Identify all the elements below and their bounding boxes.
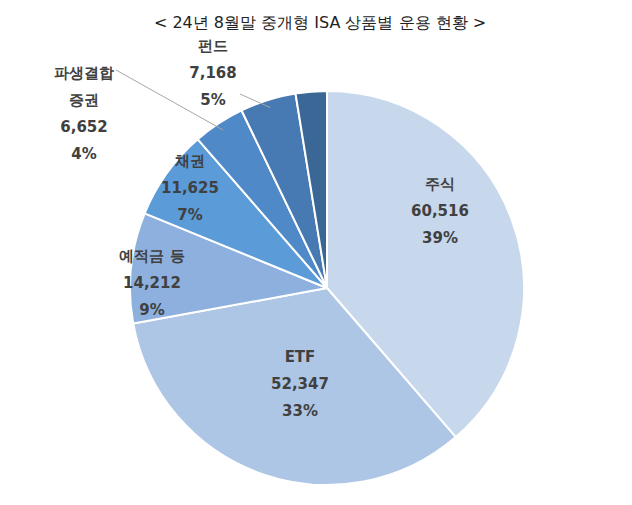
percent-label: 39% <box>422 229 458 247</box>
category-label: 펀드 <box>198 37 228 55</box>
percent-label: 5% <box>200 91 225 109</box>
category-label: 주식 <box>425 175 455 193</box>
percent-label: 7% <box>177 206 202 224</box>
percent-label: 4% <box>71 145 96 163</box>
value-label: 6,652 <box>60 118 107 136</box>
value-label: 7,168 <box>189 64 236 82</box>
slices <box>130 91 524 485</box>
category-label: 채권 <box>174 152 205 170</box>
category-label: 예적금 등 <box>119 247 184 265</box>
percent-label: 9% <box>139 301 164 319</box>
pie-slice <box>133 288 456 485</box>
value-label: 14,212 <box>123 274 181 292</box>
title: < 24년 8월말 중개형 ISA 상품별 운용 현황 > <box>154 13 486 32</box>
value-label: 11,625 <box>161 179 219 197</box>
chart-container: < 24년 8월말 중개형 ISA 상품별 운용 현황 > 주식 60,516 39%… <box>0 0 632 505</box>
category-label: 증권 <box>69 91 99 109</box>
percent-label: 33% <box>282 402 318 420</box>
category-label: 파생결합 <box>54 64 114 82</box>
value-label: 52,347 <box>271 375 329 393</box>
pie-slice <box>296 91 327 288</box>
chart-svg: < 24년 8월말 중개형 ISA 상품별 운용 현황 > 주식 60,516 39%… <box>0 0 632 505</box>
category-label: ETF <box>285 348 316 366</box>
leader-line <box>240 94 270 108</box>
data-labels: 주식 60,516 39% ETF 52,347 33% 예적금 등 14,212 9% 채권 11… <box>54 37 469 420</box>
value-label: 60,516 <box>411 202 469 220</box>
